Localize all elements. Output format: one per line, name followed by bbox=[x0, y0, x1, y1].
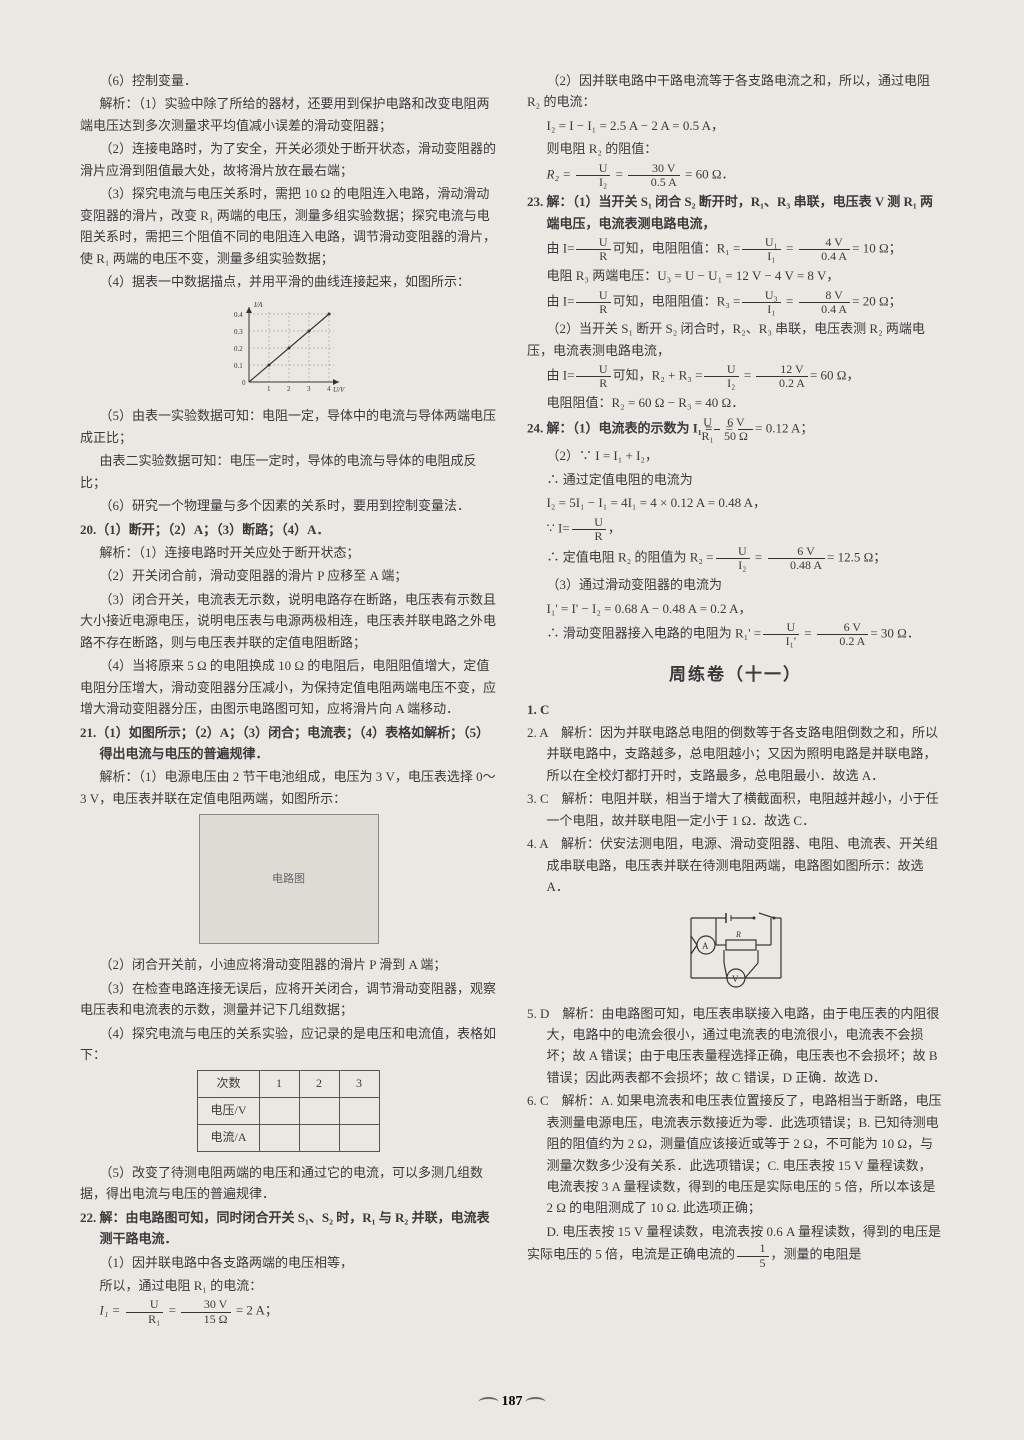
text-line: （6）研究一个物理量与多个因素的关系时，要用到控制变量法． bbox=[80, 495, 497, 516]
page-number: 187 bbox=[476, 1394, 549, 1410]
question-3: 3. C 解析：电阻并联，相当于增大了横截面积，电阻越并越小，小于任一个电阻，故… bbox=[527, 788, 944, 831]
question-22: 22. 解：由电路图可知，同时闭合开关 S₁、S₂ 时，R₁ 与 R₂ 并联，电… bbox=[80, 1207, 497, 1250]
svg-text:0.2: 0.2 bbox=[234, 345, 243, 353]
text-line: （4）据表一中数据描点，并用平滑的曲线连接起来，如图所示： bbox=[80, 271, 497, 292]
text-line: （4）探究电流与电压的关系实验，应记录的是电压和电流值，表格如下： bbox=[80, 1023, 497, 1066]
question-23: 23. 解：（1）当开关 S₁ 闭合 S₂ 断开时，R₁、R₃ 串联，电压表 V… bbox=[527, 191, 944, 234]
formula-line: R₂ = UI₂ = 30 V0.5 A = 60 Ω． bbox=[527, 162, 944, 189]
text-line: （3）闭合开关，电流表无示数，说明电路存在断路，电压表有示数且大小接近电源电压，… bbox=[80, 589, 497, 653]
formula-line: ∴ 滑动变阻器接入电路的电阻为 R₁' =UI₁' = 6 V0.2 A= 30… bbox=[527, 621, 944, 648]
data-table: 次数 1 2 3 电压/V 电流/A bbox=[197, 1070, 379, 1151]
svg-text:U/V: U/V bbox=[333, 386, 345, 394]
svg-text:R: R bbox=[735, 930, 741, 939]
circuit-diagram: 电路图 bbox=[199, 814, 379, 944]
svg-text:0: 0 bbox=[242, 379, 246, 387]
svg-text:A: A bbox=[702, 941, 709, 951]
text-line: （2）因并联电路中干路电流等于各支路电流之和，所以，通过电阻 R₂ 的电流： bbox=[527, 70, 944, 113]
text-line: （2）闭合开关前，小迪应将滑动变阻器的滑片 P 滑到 A 端； bbox=[80, 954, 497, 975]
svg-text:0.4: 0.4 bbox=[234, 311, 243, 319]
svg-text:2: 2 bbox=[287, 385, 291, 393]
circuit-schematic: A R V bbox=[676, 903, 796, 993]
question-6: 6. C 解析：A. 如果电流表和电压表位置接反了，电路相当于断路，电压表测量电… bbox=[527, 1090, 944, 1219]
text-line: （6）控制变量． bbox=[80, 70, 497, 91]
svg-text:1: 1 bbox=[267, 385, 271, 393]
formula-line: 由 I=UR可知，电阻阻值：R₁ =U₁I₁ = 4 V0.4 A= 10 Ω； bbox=[527, 236, 944, 263]
text-line: 解析：（1）实验中除了所给的器材，还要用到保护电路和改变电阻两端电压达到多次测量… bbox=[80, 93, 497, 136]
svg-text:0.1: 0.1 bbox=[234, 362, 243, 370]
text-line: （2）开关闭合前，滑动变阻器的滑片 P 应移至 A 端； bbox=[80, 565, 497, 586]
text-line: I₁' = I' − I₂ = 0.68 A − 0.48 A = 0.2 A， bbox=[527, 598, 944, 619]
right-column: （2）因并联电路中干路电流等于各支路电流之和，所以，通过电阻 R₂ 的电流： I… bbox=[527, 70, 944, 1390]
question-1: 1. C bbox=[527, 699, 944, 720]
text-line: （3）探究电流与电压关系时，需把 10 Ω 的电阻连入电路，滑动滑动变阻器的滑片… bbox=[80, 183, 497, 269]
text-line: I₂ = I − I₁ = 2.5 A − 2 A = 0.5 A， bbox=[527, 115, 944, 136]
formula-line: I₁ = UR₁ = 30 V15 Ω = 2 A； bbox=[80, 1298, 497, 1325]
text-line: D. 电压表按 15 V 量程读数，电流表按 0.6 A 量程读数，得到的电压是… bbox=[527, 1221, 944, 1270]
iv-chart: 0 0.1 0.2 0.3 0.4 1 2 3 4 I/A U/V bbox=[229, 297, 349, 397]
formula-line: ∴ 定值电阻 R₂ 的阻值为 R₂ =UI₂ = 6 V0.48 A= 12.5… bbox=[527, 545, 944, 572]
section-title: 周练卷（十一） bbox=[527, 661, 944, 689]
text-line: （4）当将原来 5 Ω 的电阻换成 10 Ω 的电阻后，电阻阻值增大，定值电阻分… bbox=[80, 655, 497, 719]
text-line: 解析：（1）电源电压由 2 节干电池组成，电压为 3 V，电压表选择 0～3 V… bbox=[80, 766, 497, 809]
question-21: 21.（1）如图所示；（2）A；（3）闭合；电流表；（4）表格如解析；（5）得出… bbox=[80, 722, 497, 765]
question-5: 5. D 解析：由电路图可知，电压表串联接入电路，由于电压表的内阻很大，电路中的… bbox=[527, 1003, 944, 1089]
left-column: （6）控制变量． 解析：（1）实验中除了所给的器材，还要用到保护电路和改变电阻两… bbox=[80, 70, 497, 1390]
text-line: （3）在检查电路连接无误后，应将开关闭合，调节滑动变阻器，观察电压表和电流表的示… bbox=[80, 978, 497, 1021]
text-line: 所以，通过电阻 R₁ 的电流： bbox=[80, 1275, 497, 1296]
text-line: 电阻 R₃ 两端电压：U₃ = U − U₁ = 12 V − 4 V = 8 … bbox=[527, 265, 944, 286]
formula-line: 由 I=UR可知，电阻阻值：R₃ =U₃I₁ = 8 V0.4 A= 20 Ω； bbox=[527, 289, 944, 316]
text-line: ∴ 通过定值电阻的电流为 bbox=[527, 469, 944, 490]
text-line: （5）由表一实验数据可知：电阻一定，导体中的电流与导体两端电压成正比； bbox=[80, 405, 497, 448]
text-line: 则电阻 R₂ 的阻值： bbox=[527, 138, 944, 159]
formula-line: 由 I=UR可知，R₂ + R₃ =UI₂ = 12 V0.2 A= 60 Ω， bbox=[527, 363, 944, 390]
svg-text:3: 3 bbox=[307, 385, 311, 393]
page-container: （6）控制变量． 解析：（1）实验中除了所给的器材，还要用到保护电路和改变电阻两… bbox=[0, 0, 1024, 1440]
formula-line: ∵ I=UR， bbox=[527, 516, 944, 543]
question-4: 4. A 解析：伏安法测电阻，电源、滑动变阻器、电阻、电流表、开关组成串联电路，… bbox=[527, 833, 944, 897]
text-line: I₂ = 5I₁ − I₁ = 4I₁ = 4 × 0.12 A = 0.48 … bbox=[527, 492, 944, 513]
question-2: 2. A 解析：因为并联电路总电阻的倒数等于各支路电阻倒数之和，所以并联电路中，… bbox=[527, 722, 944, 786]
text-line: （1）因并联电路中各支路两端的电压相等， bbox=[80, 1252, 497, 1273]
text-line: （5）改变了待测电阻两端的电压和通过它的电流，可以多测几组数据，得出电流与电压的… bbox=[80, 1162, 497, 1205]
svg-text:4: 4 bbox=[327, 385, 331, 393]
text-line: （2）连接电路时，为了安全，开关必须处于断开状态，滑动变阻器的滑片应滑到阻值最大… bbox=[80, 138, 497, 181]
text-line: 解析：（1）连接电路时开关应处于断开状态； bbox=[80, 542, 497, 563]
text-line: 电阻阻值：R₂ = 60 Ω − R₃ = 40 Ω． bbox=[527, 392, 944, 413]
text-line: （3）通过滑动变阻器的电流为 bbox=[527, 574, 944, 595]
question-24: 24. 解：（1）电流表的示数为 I₁ =UR₁ = 6 V50 Ω= 0.12… bbox=[527, 416, 944, 443]
svg-text:0.3: 0.3 bbox=[234, 328, 243, 336]
svg-text:V: V bbox=[732, 974, 739, 984]
svg-text:I/A: I/A bbox=[253, 301, 263, 309]
question-20: 20.（1）断开；（2）A；（3）断路；（4）A． bbox=[80, 519, 497, 540]
text-line: （2）当开关 S₁ 断开 S₂ 闭合时，R₂、R₃ 串联，电压表测 R₂ 两端电… bbox=[527, 318, 944, 361]
text-line: （2）∵ I = I₁ + I₂， bbox=[527, 445, 944, 466]
text-line: 由表二实验数据可知：电压一定时，导体的电流与导体的电阻成反比； bbox=[80, 450, 497, 493]
